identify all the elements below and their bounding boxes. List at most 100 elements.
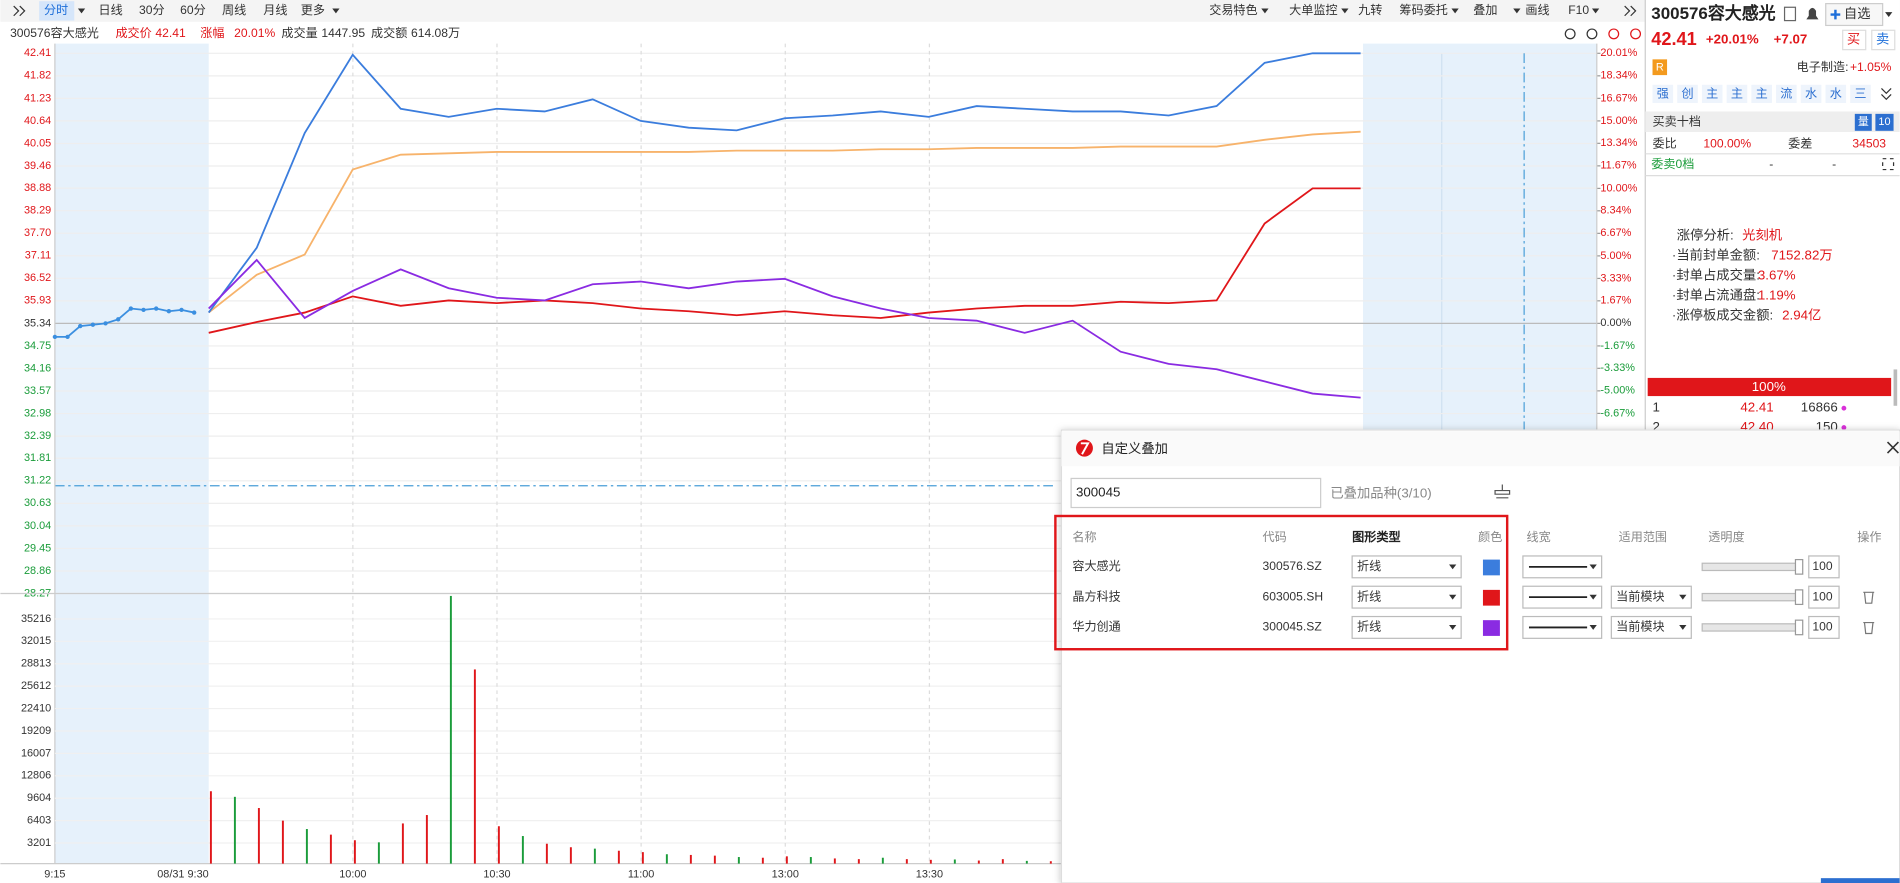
opacity-text[interactable]: 100 [1812, 559, 1832, 573]
scope-select[interactable] [1610, 585, 1692, 609]
opacity-input[interactable] [1808, 555, 1840, 579]
time-label: 10:00 [339, 868, 366, 880]
shape-select[interactable] [1351, 555, 1462, 579]
volume-bar [977, 860, 980, 864]
toolbar-button[interactable]: 交易特色 [1209, 2, 1257, 17]
scope-select[interactable] [1610, 615, 1692, 639]
volume-bar [617, 850, 620, 864]
chart-tool-icon[interactable] [1630, 28, 1642, 40]
bid-bar [1647, 377, 1892, 397]
volume-bar [425, 815, 428, 864]
sell-button[interactable] [1871, 29, 1896, 51]
ask-value: - [1832, 157, 1836, 171]
scope-select-text[interactable]: 当前模块 [1616, 588, 1664, 603]
volume-tick-label: 22410 [21, 702, 51, 714]
tag: 创 [1681, 87, 1693, 101]
clear-icon[interactable] [1494, 484, 1511, 499]
auction-dot [192, 310, 197, 315]
dropdown-arrow [77, 8, 86, 14]
tag: 主 [1756, 87, 1768, 101]
dropdown-arrow [1449, 594, 1457, 600]
sell-label[interactable]: 卖 [1876, 31, 1889, 46]
toolbar-button[interactable]: 叠加 [1473, 3, 1497, 17]
color-swatch[interactable] [1482, 620, 1500, 636]
toolbar-button[interactable]: F10 [1568, 3, 1589, 17]
volume-bar [713, 855, 716, 864]
scope-select-text[interactable]: 当前模块 [1616, 619, 1664, 634]
delete-icon[interactable] [1863, 591, 1875, 604]
toolbar-tab[interactable]: 月线 [263, 3, 287, 17]
volume-bar [761, 857, 764, 864]
toolbar-tab[interactable]: 更多 [301, 3, 325, 17]
ask-value: - [1769, 157, 1773, 171]
toolbar-tab[interactable]: 30分 [139, 3, 165, 17]
pct-tick-label: 1.67% [1600, 295, 1631, 307]
chart-tool-icon[interactable] [1564, 28, 1576, 40]
color-swatch[interactable] [1482, 559, 1500, 576]
opacity-input[interactable] [1808, 585, 1840, 609]
info-price: 42.41 [155, 26, 186, 40]
tag: 流 [1780, 87, 1792, 101]
column-header: 透明度 [1708, 529, 1744, 544]
opacity-slider[interactable] [1701, 623, 1800, 632]
volume-bar [569, 847, 572, 864]
bid-level: 1 [1653, 400, 1660, 415]
shape-select-text[interactable]: 折线 [1357, 619, 1381, 634]
opacity-text[interactable]: 100 [1812, 589, 1832, 603]
volume-toggle[interactable] [1854, 113, 1872, 131]
opacity-input[interactable] [1808, 615, 1840, 639]
shape-select-text[interactable]: 折线 [1357, 558, 1381, 573]
ratio-label: 委比 [1653, 136, 1677, 150]
stock-title: 300576容大感光 [1651, 3, 1775, 23]
toolbar-button[interactable]: 九转 [1358, 2, 1382, 17]
opacity-slider[interactable] [1701, 592, 1800, 602]
shape-select-text[interactable]: 折线 [1357, 588, 1381, 603]
chart-tool-icon[interactable] [1586, 28, 1598, 40]
code-input-text[interactable]: 300045 [1076, 484, 1120, 499]
toolbar-button[interactable]: 画线 [1525, 3, 1549, 17]
tag: 主 [1731, 87, 1743, 101]
code-input[interactable] [1070, 477, 1322, 509]
volume-toggle-label: 量 [1858, 115, 1869, 128]
volume-bar [1049, 861, 1052, 864]
price-tick-label: 35.34 [24, 317, 51, 329]
expand-icon[interactable] [1882, 158, 1895, 171]
price-tick-label: 41.23 [24, 92, 51, 104]
buy-label[interactable]: 买 [1847, 31, 1860, 46]
opacity-slider[interactable] [1701, 562, 1800, 572]
chart-tool-icon[interactable] [1608, 28, 1620, 40]
slider-knob[interactable] [1794, 589, 1804, 606]
badge [1652, 59, 1668, 76]
toolbar-button[interactable]: 筹码委托 [1399, 3, 1447, 17]
price-tick-label: 34.16 [24, 362, 51, 374]
auction-dot [179, 307, 184, 313]
watch-button-label[interactable]: 自选 [1844, 6, 1871, 21]
depth-toggle[interactable] [1875, 113, 1894, 131]
price-tick-label: 29.45 [24, 542, 51, 554]
tab-active[interactable] [39, 1, 75, 21]
dropdown-arrow [1513, 8, 1521, 14]
toolbar-tab[interactable]: 60分 [180, 3, 206, 17]
auction-dot [166, 309, 172, 314]
delete-icon[interactable] [1863, 621, 1875, 635]
buy-button[interactable] [1842, 29, 1867, 51]
toolbar-tab[interactable]: 分时 [44, 3, 68, 17]
toolbar-button[interactable]: 大单监控 [1289, 3, 1337, 17]
color-swatch[interactable] [1482, 589, 1500, 606]
opacity-text[interactable]: 100 [1812, 620, 1832, 634]
close-button[interactable] [1886, 441, 1899, 454]
row-name: 晶方科技 [1072, 588, 1120, 603]
toolbar-tab[interactable]: 日线 [98, 3, 122, 17]
toolbar-tab[interactable]: 周线 [222, 3, 246, 17]
shape-select[interactable] [1351, 615, 1462, 639]
volume-bar [593, 848, 596, 864]
info-icon[interactable] [1783, 6, 1797, 22]
pct-tick-label: 5.00% [1600, 250, 1631, 262]
shape-select[interactable] [1351, 585, 1462, 609]
slider-knob[interactable] [1794, 558, 1804, 575]
watch-button[interactable] [1825, 3, 1884, 27]
slider-knob[interactable] [1794, 619, 1804, 636]
row-name: 华力创通 [1072, 619, 1120, 634]
analysis-value: 7152.82万 [1771, 248, 1832, 263]
bell-icon[interactable] [1806, 7, 1819, 20]
